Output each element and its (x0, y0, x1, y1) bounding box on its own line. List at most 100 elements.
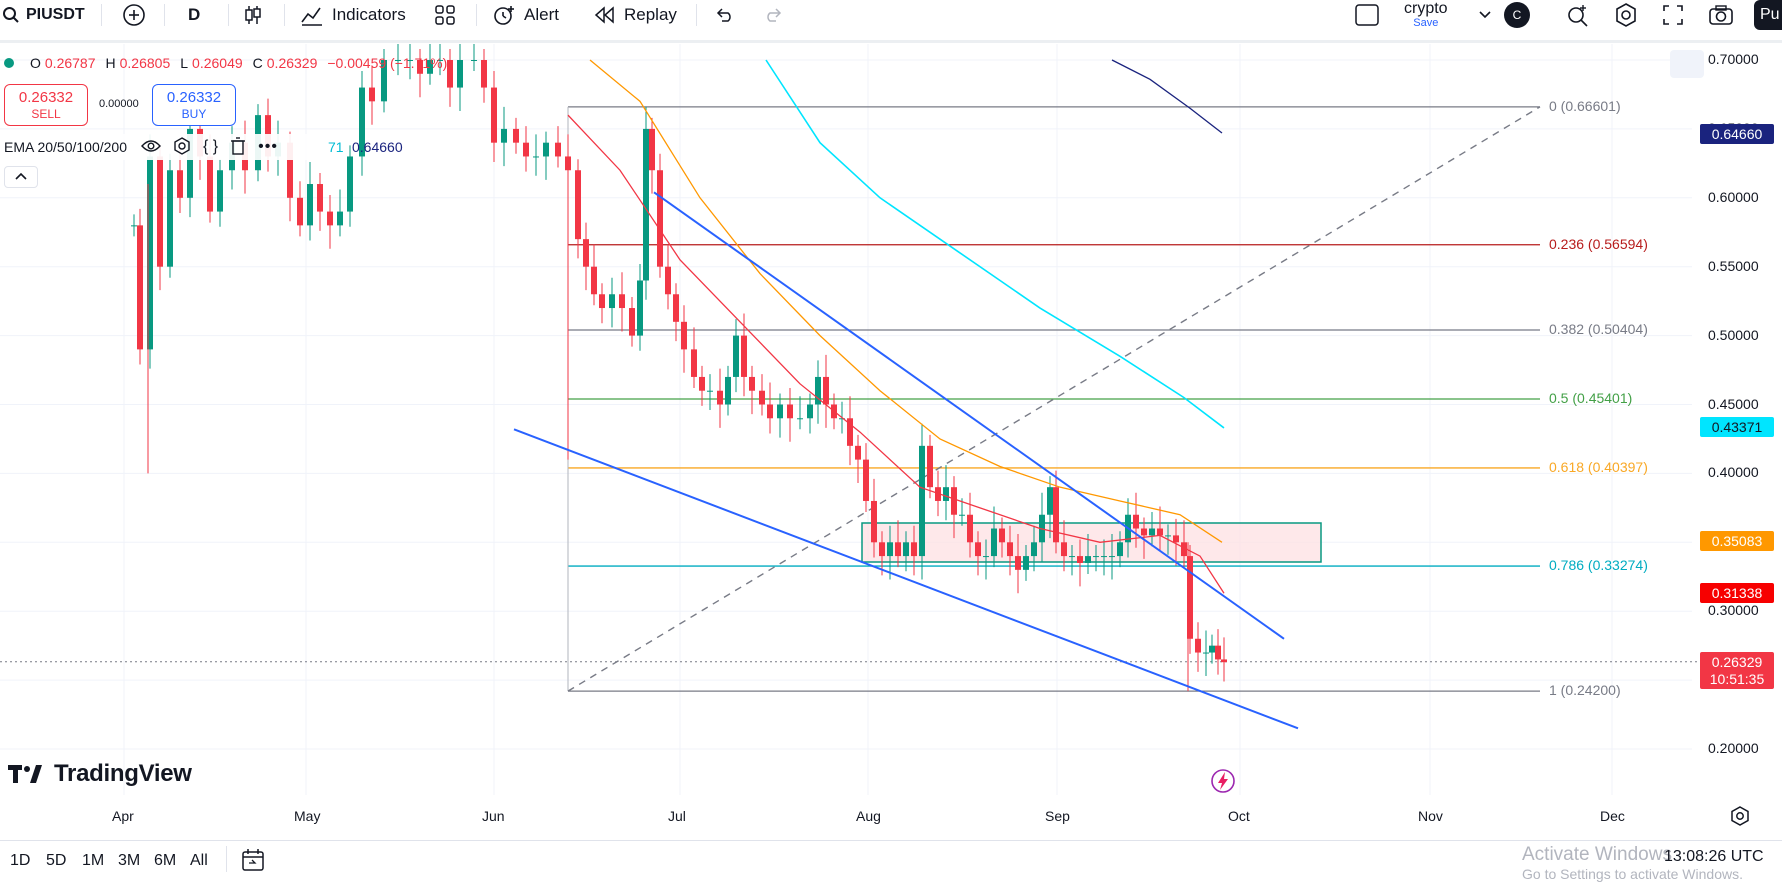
candle (513, 117, 519, 154)
fib-level-label: 0.786 (0.33274) (1549, 557, 1648, 574)
candle (637, 263, 643, 351)
price-tick: 0.50000 (1708, 326, 1759, 343)
fib-level-label: 0 (0.66601) (1549, 97, 1621, 114)
range-1m-button[interactable]: 1M (82, 852, 105, 869)
calendar-icon (240, 849, 266, 876)
layout-checkbox[interactable] (1354, 0, 1380, 30)
settings-button[interactable] (1614, 0, 1638, 30)
layout-name-button[interactable]: crypto Save (1404, 0, 1448, 30)
symbol-search[interactable]: PIUSDT (2, 0, 85, 30)
candle (665, 244, 671, 310)
chart-type-button[interactable] (242, 0, 264, 30)
price-tick: 0.30000 (1708, 602, 1759, 619)
axis-settings-button[interactable] (1730, 806, 1750, 831)
candle-body (1015, 556, 1021, 570)
templates-button[interactable] (434, 0, 456, 30)
candle-body (911, 542, 917, 557)
trash-icon[interactable] (230, 136, 246, 158)
candle (959, 498, 965, 526)
more-icon[interactable]: ••• (258, 138, 278, 155)
indicators-button[interactable]: Indicators (300, 0, 406, 30)
tradingview-logo[interactable]: TradingView (8, 760, 192, 788)
candle (381, 48, 387, 113)
candle-body (337, 211, 343, 226)
snapshot-button[interactable] (1708, 0, 1734, 30)
publish-button[interactable]: Pu (1754, 0, 1782, 30)
utc-clock[interactable]: 13:08:26 UTC (1664, 848, 1764, 865)
range-5d-button[interactable]: 5D (46, 852, 67, 869)
replay-button[interactable]: Replay (594, 0, 677, 30)
candle-body (855, 445, 861, 460)
candle-body (1133, 514, 1139, 529)
candle (991, 506, 997, 568)
range-3m-button[interactable]: 3M (118, 852, 141, 869)
layout-dropdown[interactable] (1478, 0, 1492, 30)
replay-label: Replay (624, 5, 677, 24)
upper-trendline (653, 191, 1285, 640)
eye-icon[interactable] (141, 139, 161, 156)
candle (457, 44, 463, 111)
candle-body (1181, 542, 1187, 557)
redo-icon (762, 7, 784, 23)
candle (767, 382, 773, 434)
undo-button[interactable] (714, 0, 736, 30)
candle (887, 525, 893, 580)
range-all-button[interactable]: All (190, 852, 208, 869)
time-tick: Aug (856, 808, 881, 824)
indicator-legend[interactable]: EMA 20/50/100/200 { } ••• (0, 134, 332, 160)
candle-body (327, 211, 333, 226)
compare-add-button[interactable] (122, 0, 146, 30)
source-code-icon[interactable]: { } (203, 138, 219, 155)
lightning-icon[interactable] (1210, 768, 1236, 799)
bottom-toolbar (0, 840, 1782, 882)
candle-body (369, 87, 375, 102)
ema-100-line (765, 59, 1225, 429)
collapse-legend-button[interactable] (4, 166, 38, 188)
candle (1109, 534, 1115, 580)
alert-button[interactable]: Alert (492, 0, 559, 30)
candle-body (699, 376, 705, 391)
candle-body (407, 60, 413, 61)
candle-body (1157, 528, 1163, 536)
fullscreen-button[interactable] (1662, 0, 1684, 30)
settings-icon[interactable] (173, 136, 191, 158)
candle-body (1053, 487, 1059, 543)
chart-trendlines (513, 191, 1299, 730)
indicators-label: Indicators (332, 5, 406, 24)
buy-label: BUY (181, 107, 207, 121)
candle (1187, 545, 1193, 654)
range-6m-button[interactable]: 6M (154, 852, 177, 869)
candle (327, 195, 333, 249)
candle (1173, 518, 1179, 566)
candle-body (1195, 638, 1201, 653)
candle (591, 244, 597, 306)
goto-date-button[interactable] (240, 848, 266, 877)
scroll-to-realtime-button[interactable] (1670, 50, 1704, 78)
candle-body (903, 542, 909, 557)
candle-body (513, 128, 519, 143)
candle-body (417, 60, 423, 74)
range-1d-button[interactable]: 1D (10, 852, 31, 869)
candle-body (619, 294, 625, 309)
price-tag: 0.26329 (1700, 651, 1774, 672)
avatar[interactable]: C (1504, 0, 1530, 30)
change-value: −0.00459 (−1.71%) (327, 55, 448, 71)
price-chart[interactable] (0, 44, 1782, 840)
fib-level-label: 0.618 (0.40397) (1549, 458, 1648, 475)
sell-button[interactable]: 0.26332 SELL (4, 84, 88, 126)
candle-body (887, 542, 893, 557)
quick-search-button[interactable] (1566, 0, 1590, 30)
lower-trendline (513, 428, 1299, 730)
high-key: H (105, 55, 116, 71)
buy-button[interactable]: 0.26332 BUY (152, 84, 236, 126)
activation-watermark-hint: Go to Settings to activate Windows. (1522, 866, 1743, 882)
candle-body (975, 542, 981, 557)
redo-button[interactable] (762, 0, 784, 30)
candle-body (1117, 542, 1123, 557)
candle (583, 222, 589, 291)
candle-body (871, 500, 877, 543)
candle (1181, 520, 1187, 568)
interval-button[interactable]: D (188, 5, 201, 24)
candle (967, 492, 973, 558)
candle (649, 117, 655, 194)
